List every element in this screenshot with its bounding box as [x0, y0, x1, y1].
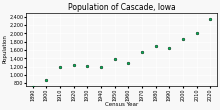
Point: [195, 33, 198, 34]
Point: [31, 86, 35, 88]
Point: [72, 64, 75, 66]
Title: Population of Cascade, Iowa: Population of Cascade, Iowa: [68, 3, 176, 12]
Point: [86, 65, 89, 66]
Point: [168, 47, 171, 49]
X-axis label: Census Year: Census Year: [105, 102, 138, 107]
Y-axis label: Population: Population: [3, 35, 8, 63]
Point: [58, 66, 62, 68]
Point: [154, 45, 158, 46]
Point: [209, 18, 212, 20]
Point: [181, 38, 185, 40]
Point: [113, 58, 117, 60]
Point: [140, 51, 144, 53]
Point: [99, 66, 103, 68]
Point: [45, 79, 48, 81]
Point: [127, 62, 130, 64]
